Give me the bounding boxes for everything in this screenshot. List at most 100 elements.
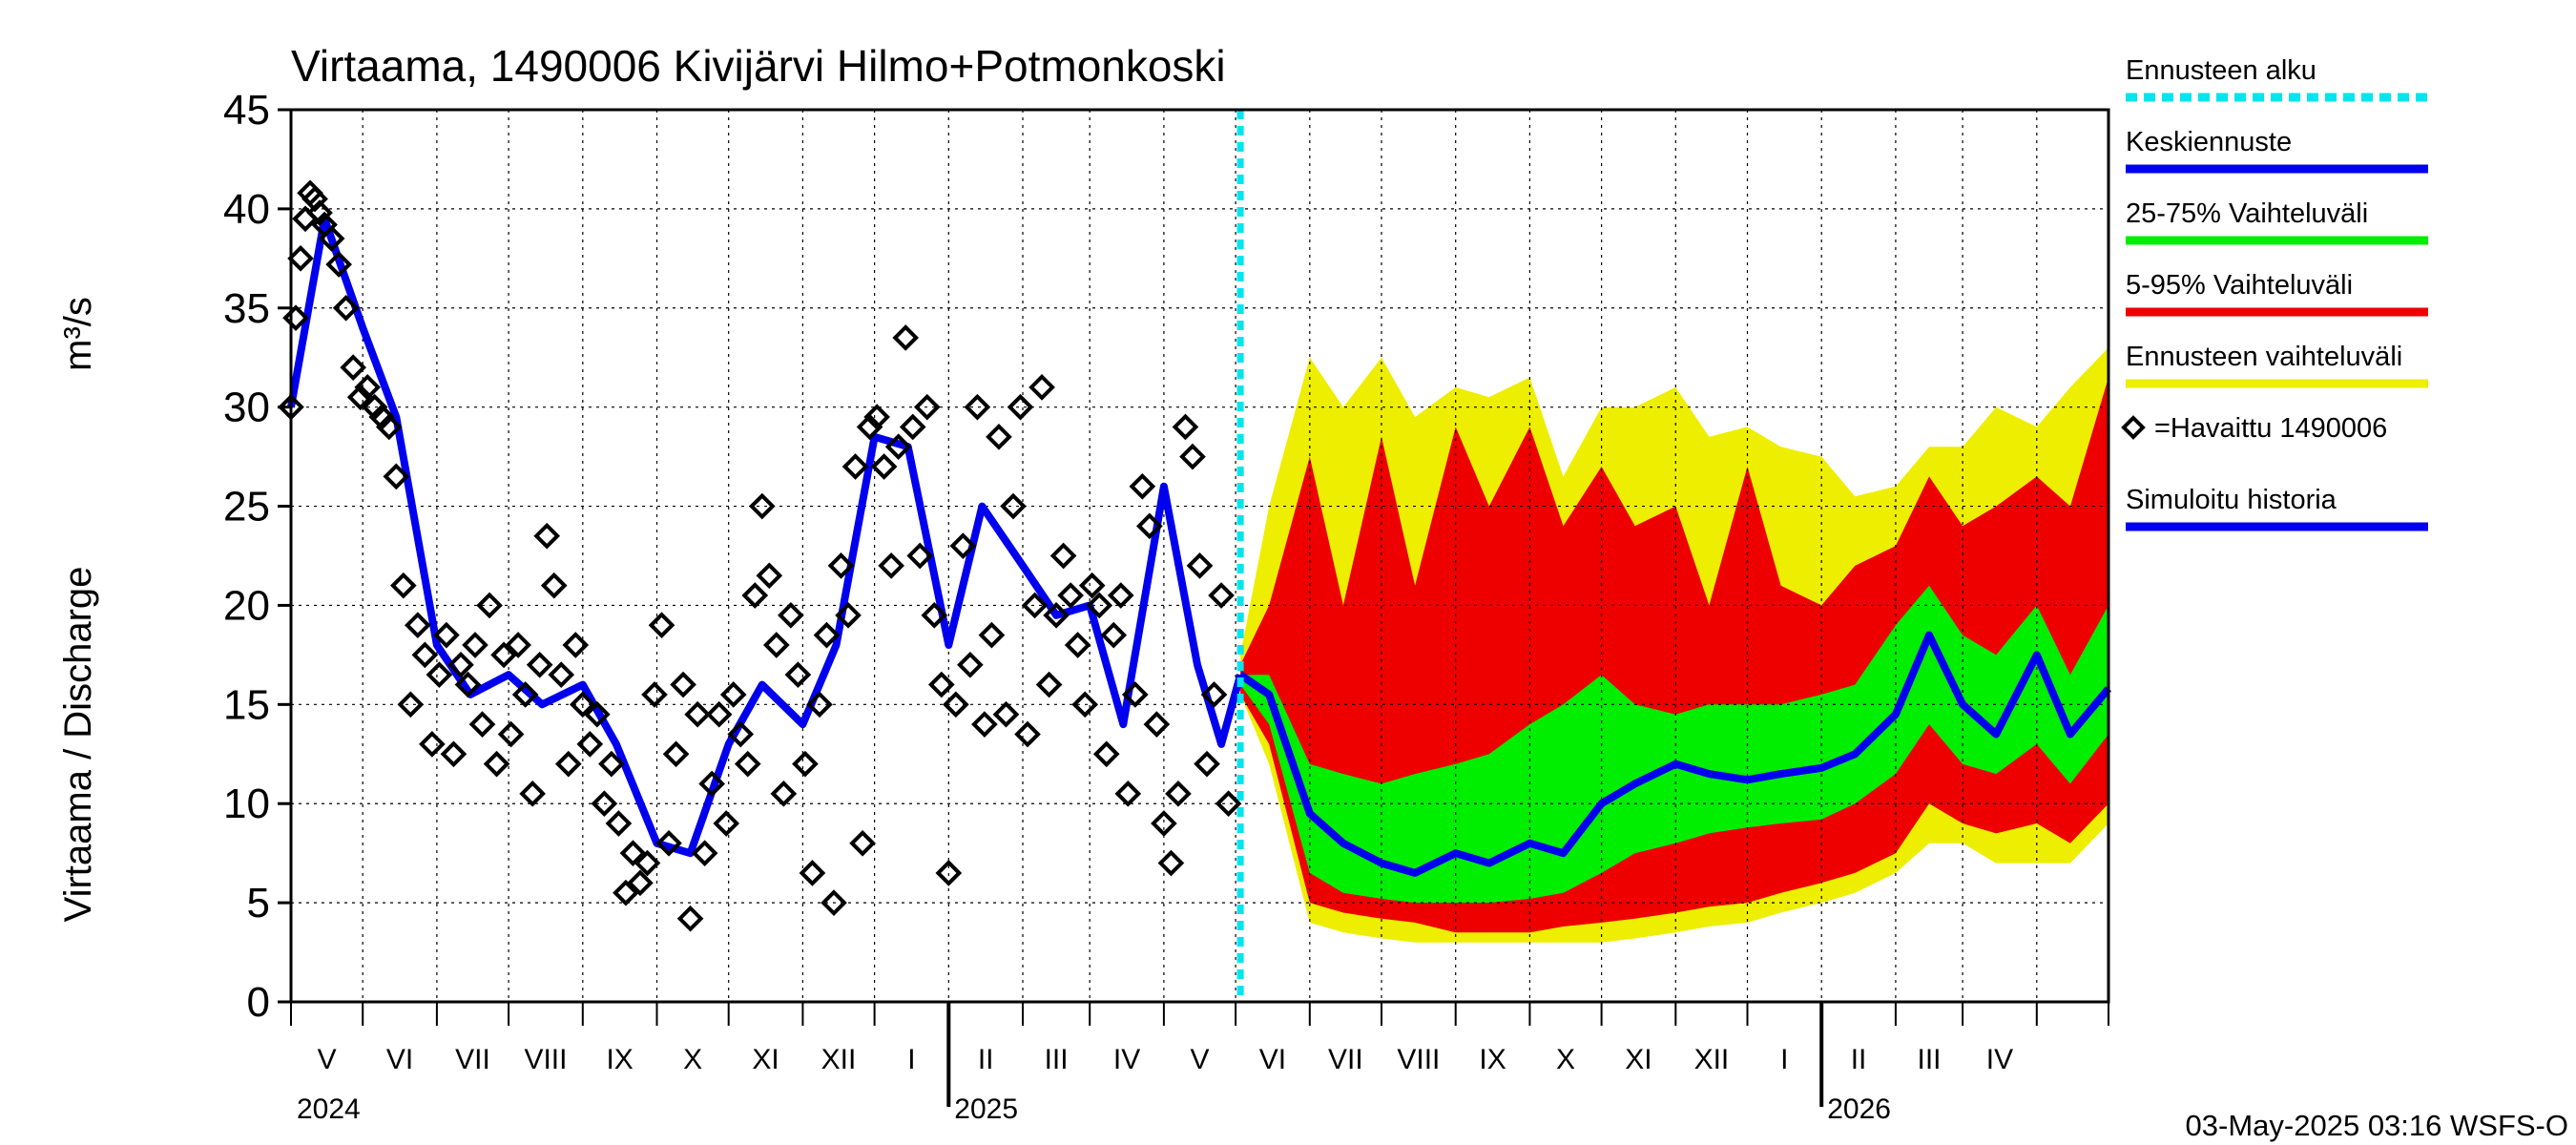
- y-tick-label: 10: [223, 781, 270, 827]
- observed-point: [1100, 621, 1128, 649]
- observed-point: [287, 245, 314, 272]
- observed-point: [1021, 592, 1049, 619]
- median-forecast-line: [1237, 631, 2112, 877]
- observed-point: [778, 602, 804, 629]
- observed-point: [375, 413, 403, 441]
- observed-point: [978, 621, 1006, 649]
- month-label: XI: [1625, 1044, 1652, 1075]
- month-label: IX: [1479, 1044, 1506, 1075]
- month-label: VI: [1259, 1044, 1286, 1075]
- observed-point: [361, 393, 388, 421]
- observed-point: [971, 711, 998, 738]
- year-label: 2026: [1827, 1093, 1891, 1125]
- observed-point: [906, 542, 934, 570]
- legend-label: =Havaittu 1490006: [2154, 413, 2387, 444]
- year-label: 2025: [954, 1093, 1018, 1125]
- observed-point: [562, 632, 590, 658]
- observed-point: [799, 860, 826, 886]
- observed-point: [1165, 781, 1192, 807]
- observed-point: [490, 641, 517, 669]
- observed-point: [468, 711, 496, 738]
- observed-point: [569, 691, 596, 718]
- legend-marker: [2121, 415, 2146, 440]
- observed-point: [411, 641, 439, 669]
- observed-point: [1179, 443, 1206, 470]
- observed-point: [383, 463, 410, 490]
- observed-point: [462, 632, 488, 658]
- observed-point: [670, 671, 696, 698]
- observed-point: [497, 720, 525, 748]
- observed-point: [591, 790, 618, 818]
- observed-point: [598, 750, 625, 778]
- observed-point: [447, 651, 474, 678]
- observed-point: [986, 424, 1012, 450]
- observed-point: [792, 750, 819, 778]
- observed-point: [992, 700, 1020, 728]
- observed-point: [1035, 671, 1063, 698]
- month-label: IV: [1986, 1044, 2013, 1075]
- observed-point: [526, 651, 553, 678]
- observed-point: [899, 413, 926, 441]
- observed-point: [340, 354, 366, 381]
- observed-point: [440, 740, 467, 768]
- observed-point: [655, 829, 682, 857]
- observed-point: [821, 889, 847, 916]
- observed-point: [1143, 711, 1171, 738]
- month-label: II: [1851, 1044, 1867, 1075]
- month-label: I: [1780, 1044, 1788, 1075]
- observed-point: [332, 294, 360, 322]
- observed-point: [405, 612, 431, 639]
- observed-point: [1049, 542, 1077, 570]
- observed-point: [835, 602, 862, 629]
- observed-point: [727, 720, 755, 748]
- observed-point: [476, 592, 503, 619]
- observed-point: [1092, 740, 1120, 768]
- observed-point: [325, 251, 352, 278]
- observed-point: [397, 691, 425, 718]
- observed-point: [1114, 781, 1142, 807]
- observed-point: [1136, 512, 1163, 540]
- month-label: XII: [821, 1044, 857, 1075]
- month-label: VI: [386, 1044, 413, 1075]
- observed-point: [756, 562, 783, 590]
- observed-point: [605, 810, 633, 837]
- observed-point: [763, 632, 790, 658]
- observed-point: [483, 750, 510, 778]
- y-tick-label: 45: [223, 87, 270, 134]
- observed-point: [613, 879, 639, 906]
- month-label: V: [1190, 1044, 1209, 1075]
- observed-point: [540, 572, 568, 599]
- month-label: XII: [1694, 1044, 1730, 1075]
- observed-point: [584, 700, 611, 728]
- observed-point: [1057, 582, 1084, 609]
- observed-point: [770, 781, 798, 807]
- observed-point: [1007, 393, 1034, 421]
- y-tick-label: 40: [223, 186, 270, 233]
- observed-point: [648, 612, 675, 639]
- observed-point: [1208, 582, 1235, 609]
- legend: Ennusteen alku Keskiennuste 25-75% Vaihtel…: [2121, 55, 2428, 531]
- observed-point: [935, 860, 963, 886]
- legend-label: 25-75% Vaihteluväli: [2126, 198, 2368, 229]
- observed-point: [684, 700, 711, 728]
- observed-point: [863, 404, 890, 430]
- observed-point: [1172, 413, 1199, 441]
- observed-point: [354, 374, 382, 401]
- forecast-bands: [1240, 347, 2109, 943]
- month-label: V: [318, 1044, 337, 1075]
- observed-point: [813, 621, 841, 649]
- y-axis-unit: m³/s: [57, 297, 99, 371]
- observed-point: [1121, 681, 1149, 708]
- observed-point: [389, 572, 417, 599]
- observed-point: [505, 632, 531, 658]
- observed-point: [576, 731, 604, 758]
- chart-title: Virtaama, 1490006 Kivijärvi Hilmo+Potmon…: [291, 41, 1226, 91]
- month-label: II: [978, 1044, 994, 1075]
- observed-point: [1129, 472, 1156, 500]
- observed-point: [957, 651, 984, 678]
- plot-frame: [289, 108, 2110, 1004]
- observed-point: [426, 661, 453, 688]
- month-label: X: [683, 1044, 702, 1075]
- y-axis-label: Virtaama / Discharge: [57, 567, 99, 923]
